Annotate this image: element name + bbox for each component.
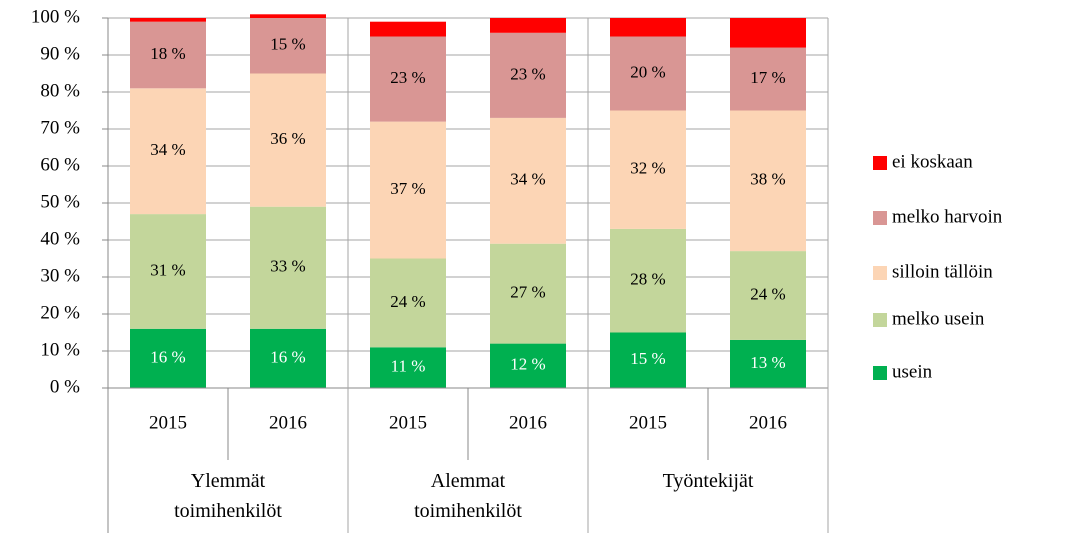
bar-segment (730, 47, 806, 111)
bar-segment (490, 117, 566, 244)
y-tick-label: 50 % (40, 191, 80, 212)
data-label: 33 % (270, 257, 305, 276)
bar-segment (250, 18, 326, 74)
data-label: 20 % (630, 62, 665, 81)
data-label: 37 % (390, 179, 425, 198)
data-label: 13 % (750, 353, 785, 372)
legend-label: melko harvoin (892, 206, 1003, 227)
data-label: 34 % (150, 140, 185, 159)
data-label: 31 % (150, 260, 185, 279)
bar-segment (610, 18, 686, 37)
legend-label: usein (892, 361, 933, 382)
bar-segment (730, 18, 806, 48)
group-label: Työntekijät (662, 470, 754, 492)
data-label: 24 % (750, 284, 785, 303)
bar-segment (250, 206, 326, 329)
y-tick-label: 60 % (40, 154, 80, 175)
legend-swatch (873, 211, 887, 225)
bar-segment (730, 110, 806, 252)
y-tick-label: 100 % (31, 6, 80, 27)
bar-segment (370, 121, 446, 259)
data-label: 36 % (270, 129, 305, 148)
bar-segment (130, 21, 206, 89)
bar-segment (490, 243, 566, 344)
x-tick-label: 2016 (269, 412, 307, 433)
data-label: 18 % (150, 44, 185, 63)
group-label: Alemmat toimihenkilöt (414, 470, 522, 522)
legend-swatch (873, 266, 887, 280)
bar-segment (610, 332, 686, 388)
bar-segment (250, 73, 326, 207)
bar-segment (130, 18, 206, 22)
bar-segment (610, 228, 686, 333)
data-label: 23 % (390, 68, 425, 87)
bar-segment (370, 258, 446, 348)
data-label: 17 % (750, 68, 785, 87)
bar-segment (610, 110, 686, 229)
group-label: Ylemmät toimihenkilöt (174, 470, 282, 522)
bar-segment (730, 339, 806, 388)
x-tick-label: 2015 (629, 412, 667, 433)
data-label: 34 % (510, 170, 545, 189)
data-label: 23 % (510, 64, 545, 83)
data-label: 24 % (390, 292, 425, 311)
bar-segment (490, 18, 566, 33)
bar-segment (130, 328, 206, 388)
legend-label: ei koskaan (892, 151, 973, 172)
data-label: 32 % (630, 159, 665, 178)
y-tick-label: 10 % (40, 339, 80, 360)
legend-label: melko usein (892, 308, 985, 329)
y-tick-label: 0 % (50, 376, 80, 397)
x-tick-label: 2016 (509, 412, 547, 433)
legend-label: silloin tällöin (892, 261, 993, 282)
data-label: 11 % (391, 357, 426, 376)
bar-segment (250, 328, 326, 388)
y-tick-label: 90 % (40, 43, 80, 64)
bar-segment (370, 36, 446, 122)
legend-swatch (873, 366, 887, 380)
data-label: 38 % (750, 170, 785, 189)
x-tick-label: 2016 (749, 412, 787, 433)
legend-swatch (873, 313, 887, 327)
bar-segment (370, 21, 446, 37)
x-tick-label: 2015 (389, 412, 427, 433)
bar-segment (370, 347, 446, 388)
bar-segment (250, 14, 326, 18)
y-tick-label: 20 % (40, 302, 80, 323)
bar-segment (490, 343, 566, 388)
bar-segment (130, 214, 206, 329)
bar-segment (490, 32, 566, 118)
data-label: 12 % (510, 355, 545, 374)
data-label: 15 % (270, 35, 305, 54)
data-label: 15 % (630, 349, 665, 368)
data-label: 16 % (150, 347, 185, 366)
y-tick-label: 70 % (40, 117, 80, 138)
data-label: 28 % (630, 270, 665, 289)
y-tick-label: 30 % (40, 265, 80, 286)
legend-swatch (873, 156, 887, 170)
data-label: 16 % (270, 347, 305, 366)
y-tick-label: 40 % (40, 228, 80, 249)
bar-segment (730, 251, 806, 340)
y-tick-label: 80 % (40, 80, 80, 101)
bar-segment (610, 36, 686, 111)
data-label: 27 % (510, 283, 545, 302)
x-tick-label: 2015 (149, 412, 187, 433)
bar-segment (130, 88, 206, 215)
